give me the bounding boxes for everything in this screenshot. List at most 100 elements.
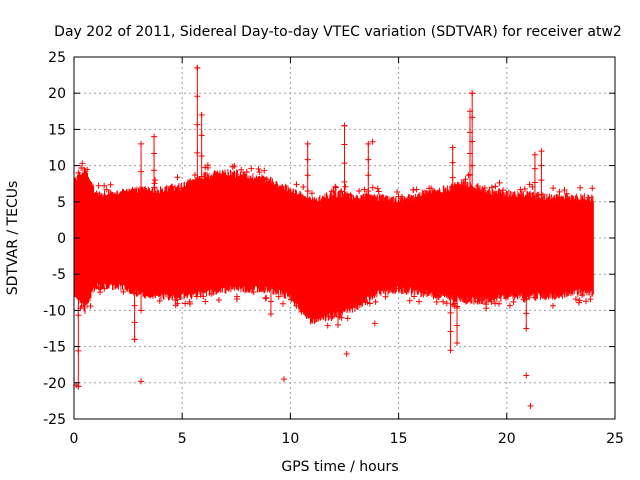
data-point-marker	[336, 189, 343, 196]
data-spike-marker	[449, 174, 456, 181]
x-tick-label: 15	[390, 431, 408, 447]
data-point-marker	[369, 184, 376, 191]
data-point-marker	[82, 170, 89, 177]
data-spike-marker	[365, 156, 372, 163]
y-tick-label: 20	[48, 86, 66, 102]
data-spike-marker	[75, 276, 82, 283]
data-point-marker	[568, 286, 575, 293]
data-point-outlier	[194, 64, 201, 71]
data-spike-marker	[131, 235, 138, 241]
data-point-marker	[293, 181, 300, 188]
data-spike-marker	[531, 235, 538, 241]
data-point-marker	[589, 185, 596, 192]
data-spike-marker	[341, 141, 348, 148]
axis-ticks: -25 -20 -15 -10 -5 0 5 10 15 20 25 0 5 10 15 20 25	[43, 50, 624, 447]
data-spike-marker	[454, 235, 461, 241]
data-spike-marker	[531, 193, 538, 200]
data-point-marker	[290, 293, 297, 300]
data-point-marker	[474, 298, 481, 305]
data-spike-marker	[449, 204, 456, 211]
data-point-marker	[572, 296, 579, 303]
data-spike-marker	[151, 167, 158, 174]
data-point-marker	[210, 288, 217, 295]
data-spike-marker	[151, 235, 158, 241]
data-spike-marker	[538, 206, 545, 213]
data-point-marker	[266, 179, 273, 186]
data-point-marker	[343, 191, 350, 198]
data-point-marker	[582, 298, 589, 305]
data-spike-marker	[531, 165, 538, 172]
data-point-marker	[146, 188, 153, 195]
data-spike-marker	[304, 187, 311, 194]
data-point-marker	[585, 194, 592, 201]
data-spike-marker	[335, 278, 342, 285]
data-point-marker	[550, 185, 557, 192]
data-spike-marker	[267, 260, 274, 267]
data-spike-marker	[341, 160, 348, 167]
x-tick-label: 5	[178, 431, 187, 447]
data-point-marker	[204, 162, 211, 169]
data-point-marker	[120, 288, 127, 295]
data-point-marker	[332, 184, 339, 191]
y-tick-label: 15	[48, 122, 66, 138]
data-spike-marker	[447, 347, 454, 354]
data-spike-marker	[523, 250, 530, 257]
data-spike-marker	[538, 148, 545, 155]
data-point-marker	[288, 296, 295, 303]
data-point-marker	[496, 191, 503, 198]
data-spike-marker	[454, 269, 461, 276]
data-point-marker	[101, 182, 108, 189]
data-spike-marker	[75, 312, 82, 319]
data-point-marker	[492, 183, 499, 190]
data-spike-marker	[538, 235, 545, 241]
data-point-marker	[200, 293, 207, 300]
data-spike-marker	[447, 309, 454, 316]
data-spike-marker	[467, 129, 474, 136]
y-axis-label: SDTVAR / TECUs	[5, 181, 21, 296]
data-point-marker	[93, 190, 100, 197]
data-spike-marker	[523, 280, 530, 287]
data-spike-marker	[365, 219, 372, 226]
data-spike-marker	[449, 219, 456, 226]
data-spike-marker	[447, 253, 454, 260]
data-point-marker	[182, 300, 189, 307]
data-spike-marker	[267, 285, 274, 292]
data-spike-marker	[267, 235, 274, 241]
data-point-marker	[579, 291, 586, 298]
data-series-sdtvar	[73, 64, 596, 409]
data-point-marker	[174, 174, 181, 181]
data-point-marker	[394, 188, 401, 195]
data-point-marker	[559, 288, 566, 295]
data-spike-marker	[138, 307, 145, 314]
data-point-marker	[101, 285, 108, 292]
data-spike-marker	[138, 140, 145, 147]
y-tick-label: -25	[43, 412, 66, 428]
data-point-marker	[107, 181, 114, 188]
data-point-marker	[186, 298, 193, 305]
data-spike-marker	[267, 247, 274, 254]
data-point-marker	[488, 184, 495, 191]
data-point-marker	[512, 291, 519, 298]
data-point-marker	[242, 176, 249, 183]
data-point-marker	[372, 298, 379, 305]
data-point-marker	[449, 183, 456, 190]
data-point-marker	[262, 176, 269, 183]
data-spike-marker	[267, 273, 274, 280]
data-point-marker	[78, 165, 85, 172]
data-point-marker	[467, 185, 474, 192]
data-point-marker	[95, 284, 102, 291]
data-point-marker	[229, 282, 236, 289]
y-tick-label: -5	[52, 267, 66, 283]
data-point-marker	[465, 172, 472, 179]
data-point-marker	[337, 307, 344, 314]
data-point-marker	[263, 294, 270, 301]
data-point-marker	[344, 315, 351, 322]
data-point-marker	[364, 299, 371, 306]
data-point-marker	[280, 187, 287, 194]
data-point-marker	[305, 200, 312, 207]
data-point-marker	[363, 191, 370, 198]
x-tick-label: 0	[70, 431, 79, 447]
data-spike-marker	[523, 265, 530, 272]
data-spike-marker	[194, 121, 201, 128]
data-point-marker	[561, 186, 568, 193]
